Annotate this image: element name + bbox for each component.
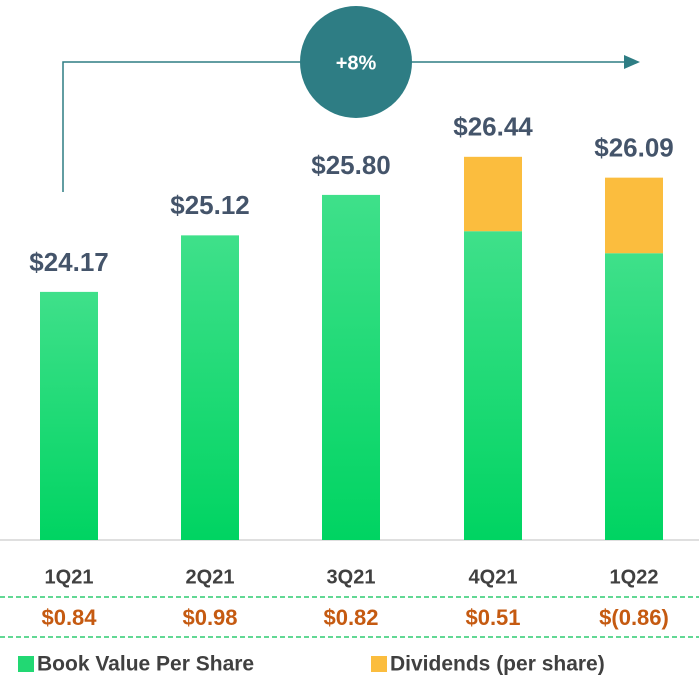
annotation-circle <box>300 6 412 118</box>
bar-segment <box>605 253 663 540</box>
x-tick-label: 1Q22 <box>610 566 659 588</box>
total-label: $24.17 <box>29 247 109 277</box>
legend: Book Value Per Share Dividends (per share… <box>18 653 605 676</box>
bar-segment <box>322 194 380 540</box>
total-label: $26.44 <box>453 112 533 142</box>
legend-swatch <box>18 656 34 672</box>
annotation: +8% <box>336 52 377 74</box>
x-tick-label: 1Q21 <box>45 566 94 588</box>
total-label: $26.09 <box>594 133 674 163</box>
bar-segment <box>464 231 522 540</box>
total-label: $25.80 <box>311 150 391 180</box>
total-label: $25.12 <box>170 190 250 220</box>
x-tick-label: 4Q21 <box>469 566 518 588</box>
x-tick-label: 2Q21 <box>186 566 235 588</box>
x-tick-label: 3Q21 <box>327 566 376 588</box>
legend-label: Book Value Per Share <box>37 653 254 676</box>
legend-label: Dividends (per share) <box>390 653 605 676</box>
change-label: $0.51 <box>465 605 520 630</box>
bar-segment <box>605 177 663 254</box>
bar-segment <box>464 156 522 232</box>
arrow-head <box>624 55 640 69</box>
change-label: $0.98 <box>182 605 237 630</box>
bar-segment <box>40 291 98 540</box>
change-label: $(0.86) <box>599 605 669 630</box>
change-label: $0.82 <box>323 605 378 630</box>
bar-segment <box>181 235 239 541</box>
legend-swatch <box>371 656 387 672</box>
trend-arrow <box>62 61 628 192</box>
change-label: $0.84 <box>41 605 97 630</box>
